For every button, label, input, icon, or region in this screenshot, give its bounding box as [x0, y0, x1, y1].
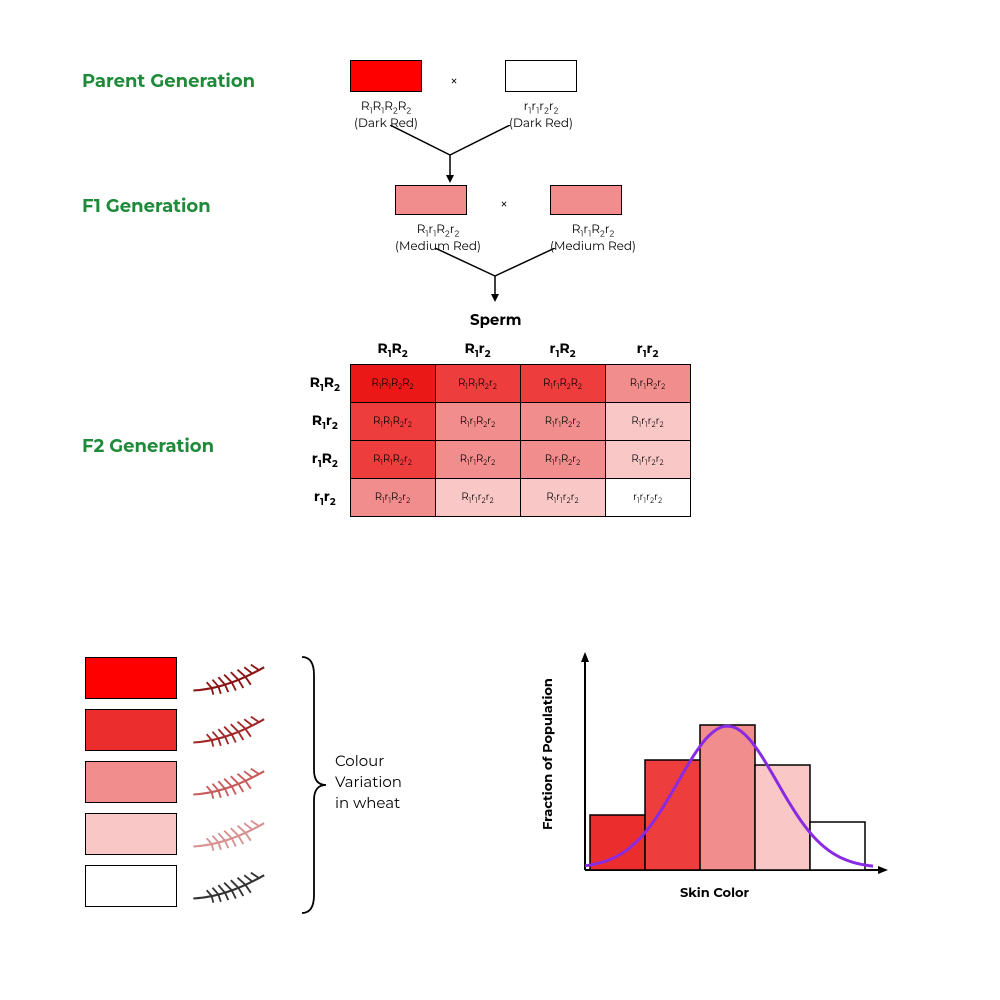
punnett-cell: R1r1R2R2 [520, 364, 605, 402]
legend-row [85, 761, 285, 803]
punnett-col-header: R1R2 [350, 335, 435, 364]
punnett-row-header: R1R2 [300, 364, 350, 402]
punnett-cell: R1r1r2r2 [605, 440, 690, 478]
punnett-row-header: R1r2 [300, 402, 350, 440]
legend-row [85, 709, 285, 751]
punnett-cell: R1r1R2r2 [350, 478, 435, 516]
legend-color-box [85, 657, 177, 699]
f1-left-box [395, 185, 467, 215]
f1-cross-symbol: × [500, 195, 508, 213]
legend-row [85, 865, 285, 907]
f1-right-genotype: R1r1R2r2 [550, 222, 636, 239]
legend-color-box [85, 813, 177, 855]
parent-left-genotype: R1R1R2R2 [350, 99, 422, 116]
punnett-cell: R1r1r2r2 [605, 402, 690, 440]
parent-right-genotype: r1r1r2r2 [505, 99, 577, 116]
legend-color-box [85, 761, 177, 803]
punnett-cell: r1r1r2r2 [605, 478, 690, 516]
punnett-col-header: r1R2 [520, 335, 605, 364]
punnett-cell: R1r1R2r2 [435, 402, 520, 440]
x-axis-label: Skin Color [680, 885, 749, 901]
punnett-col-header: r1r2 [605, 335, 690, 364]
wheat-icon [185, 865, 285, 907]
punnett-cell: R1r1r2r2 [435, 478, 520, 516]
punnett-cell: R1r1R2r2 [520, 440, 605, 478]
legend-bracket [300, 655, 330, 915]
punnett-cell: R1R1R2r2 [435, 364, 520, 402]
punnett-cell: R1R1R2r2 [350, 440, 435, 478]
distribution-chart: Fraction of Population Skin Color [530, 640, 900, 920]
punnett-cell: R1r1R2r2 [520, 402, 605, 440]
legend-row [85, 657, 285, 699]
punnett-cell: R1R1R2R2 [350, 364, 435, 402]
parent-cross-symbol: × [450, 72, 458, 90]
parent-right-box [505, 60, 577, 92]
wheat-icon [185, 813, 285, 855]
punnett-cell: R1r1r2r2 [520, 478, 605, 516]
f1-f2-connector [425, 248, 595, 303]
legend-row [85, 813, 285, 855]
chart-bar [755, 765, 810, 870]
parent-f1-connector [380, 125, 550, 185]
chart-bar [700, 725, 755, 870]
f2-gen-label: F2 Generation [82, 435, 214, 457]
f1-left-genotype: R1r1R2r2 [395, 222, 481, 239]
legend-color-box [85, 709, 177, 751]
punnett-square: R1R2R1r2r1R2r1r2R1R2R1R1R2R2R1R1R2r2R1r1… [300, 335, 691, 517]
colour-variation-label: ColourVariationin wheat [335, 750, 402, 813]
parent-left-box [350, 60, 422, 92]
sperm-label: Sperm [470, 310, 522, 329]
legend-color-box [85, 865, 177, 907]
parent-gen-label: Parent Generation [82, 70, 255, 92]
wheat-icon [185, 709, 285, 751]
punnett-row-header: r1r2 [300, 478, 350, 516]
punnett-row-header: r1R2 [300, 440, 350, 478]
punnett-cell: R1r1R2r2 [605, 364, 690, 402]
punnett-cell: R1r1R2r2 [435, 440, 520, 478]
punnett-col-header: R1r2 [435, 335, 520, 364]
wheat-icon [185, 761, 285, 803]
y-axis-label: Fraction of Population [540, 650, 556, 830]
f1-gen-label: F1 Generation [82, 195, 211, 217]
legend-block [85, 657, 285, 917]
chart-bar [645, 760, 700, 870]
punnett-cell: R1R1R2r2 [350, 402, 435, 440]
wheat-icon [185, 657, 285, 699]
f1-right-box [550, 185, 622, 215]
